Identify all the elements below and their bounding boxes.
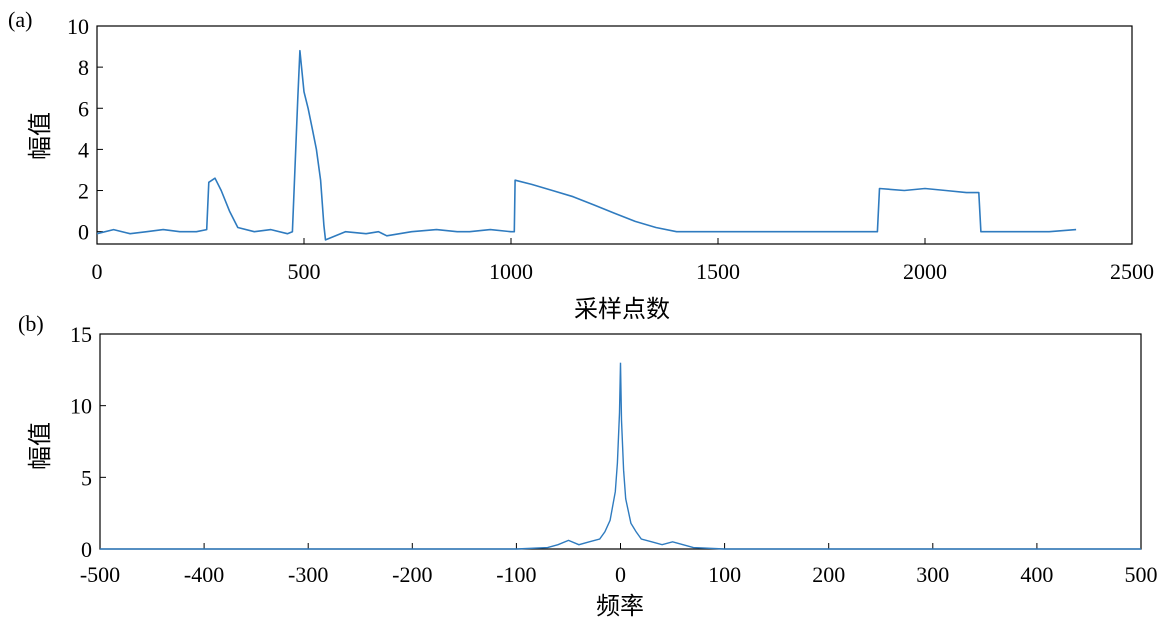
a-x-tick-label: 1000	[489, 259, 533, 284]
b-y-tick-label: 0	[81, 537, 92, 562]
b-x-tick-label: 500	[1125, 562, 1158, 587]
b-x-tick-label: -300	[288, 562, 328, 587]
panel-b-x-axis-label: 频率	[596, 592, 644, 620]
panel-a-y-axis-label: 幅值	[26, 112, 54, 160]
panel-a-x-axis-label: 采样点数	[574, 295, 670, 323]
a-x-tick-label: 1500	[696, 259, 740, 284]
panel-b: (b) -500 -400 -300 -200 -100 0 100 200 300 400 500…	[18, 311, 1158, 620]
b-x-tick-label: 300	[916, 562, 949, 587]
a-y-tick-label: 2	[78, 179, 89, 204]
panel-a-y-ticks: 0 2 4 6 8 10	[67, 14, 103, 245]
a-y-tick-label: 10	[67, 14, 89, 39]
b-x-tick-label: 0	[615, 562, 626, 587]
b-y-tick-label: 5	[81, 465, 92, 490]
a-y-tick-label: 6	[78, 96, 89, 121]
a-x-tick-label: 2500	[1110, 259, 1154, 284]
panel-b-y-ticks: 0 5 10 15	[70, 322, 106, 562]
panel-b-series-line	[100, 362, 1141, 550]
b-x-tick-label: 400	[1020, 562, 1053, 587]
a-x-tick-label: 2000	[903, 259, 947, 284]
b-y-tick-label: 10	[70, 394, 92, 419]
a-x-tick-label: 500	[288, 259, 321, 284]
a-y-tick-label: 0	[78, 220, 89, 245]
a-y-tick-label: 4	[78, 137, 89, 162]
panel-b-x-ticks: -500 -400 -300 -200 -100 0 100 200 300 400 500	[80, 543, 1158, 587]
panel-a-letter: (a)	[8, 7, 32, 32]
panel-a: (a) 0 500 1000 1500 2000 2500 0 2 4 6 8 10 采样点数 幅值	[8, 7, 1154, 323]
b-x-tick-label: -100	[496, 562, 536, 587]
b-y-tick-label: 15	[70, 322, 92, 347]
panel-a-x-ticks: 0 500 1000 1500 2000 2500	[92, 238, 1154, 284]
panel-a-series-line	[96, 49, 1077, 241]
b-x-tick-label: -200	[392, 562, 432, 587]
panel-a-plot-frame	[96, 25, 1133, 245]
b-x-tick-label: -500	[80, 562, 120, 587]
b-x-tick-label: -400	[184, 562, 224, 587]
a-y-tick-label: 8	[78, 55, 89, 80]
panel-b-letter: (b)	[18, 311, 44, 336]
panel-b-y-axis-label: 幅值	[26, 422, 54, 470]
a-x-tick-label: 0	[92, 259, 103, 284]
b-x-tick-label: 200	[812, 562, 845, 587]
b-x-tick-label: 100	[708, 562, 741, 587]
